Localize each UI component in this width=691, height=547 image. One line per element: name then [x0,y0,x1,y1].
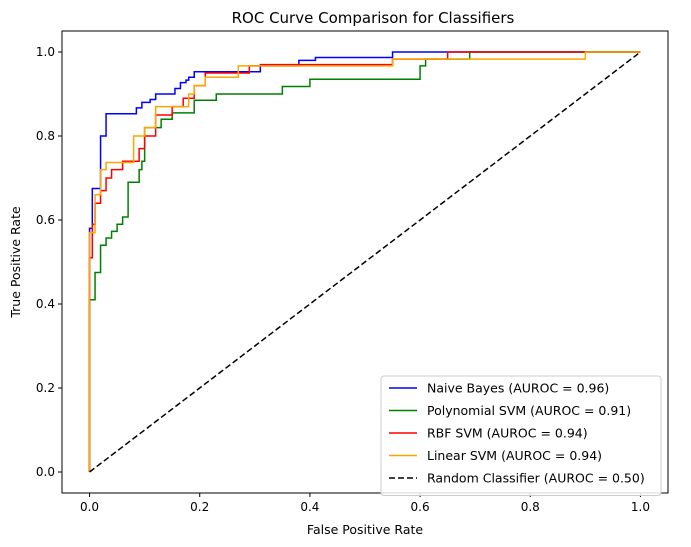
y-tick-label: 0.0 [36,465,55,479]
series-line-3 [88,51,641,472]
legend-box [380,375,662,496]
x-tick-label: 1.0 [631,500,650,514]
legend: Naive Bayes (AUROC = 0.96) Polynomial SVM… [380,375,662,496]
y-axis: 0.0 0.2 0.4 0.6 0.8 1.0 [36,45,62,479]
legend-label: Naive Bayes (AUROC = 0.96) [427,381,609,396]
y-axis-label: True Positive Rate [8,206,23,319]
legend-label: Linear SVM (AUROC = 0.94) [427,448,602,463]
series-line-4 [89,51,641,473]
y-tick-label: 0.2 [36,381,55,395]
legend-label: Polynomial SVM (AUROC = 0.91) [427,403,631,418]
y-tick-label: 0.4 [36,297,55,311]
series-line-1 [88,51,641,472]
series-layer [88,51,641,473]
chart-title: ROC Curve Comparison for Classifiers [232,9,515,27]
plot-frame [61,30,669,494]
y-tick-label: 1.0 [36,45,55,59]
legend-label: RBF SVM (AUROC = 0.94) [427,426,588,441]
x-axis-label: False Positive Rate [307,522,423,537]
x-tick-label: 0.0 [80,500,99,514]
x-tick-label: 0.6 [411,500,430,514]
x-tick-label: 0.2 [190,500,209,514]
y-tick-label: 0.8 [36,129,55,143]
legend-label: Random Classifier (AUROC = 0.50) [427,471,645,486]
x-tick-label: 0.4 [300,500,319,514]
y-tick-label: 0.6 [36,213,55,227]
x-tick-label: 0.8 [521,500,540,514]
